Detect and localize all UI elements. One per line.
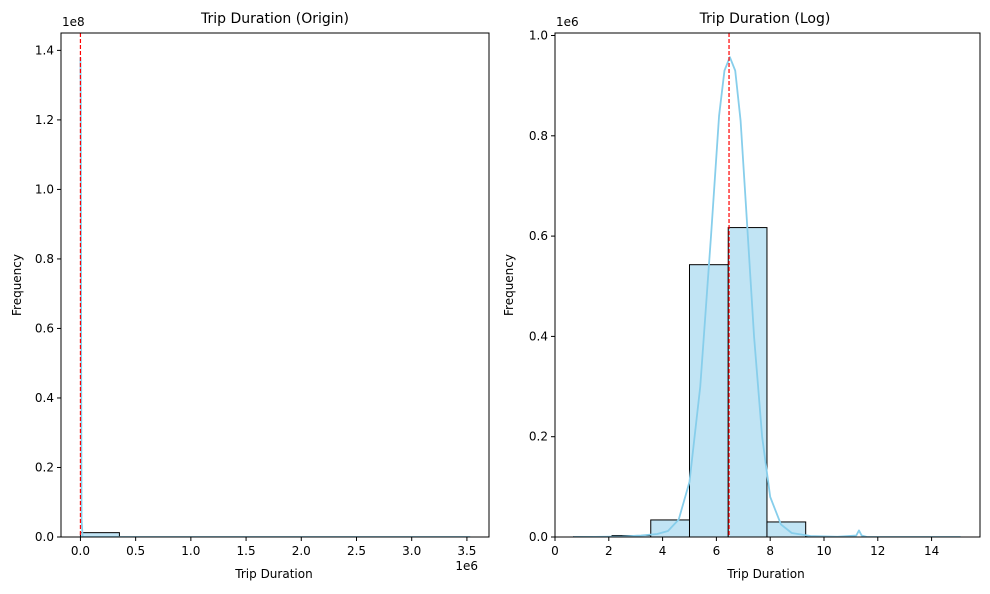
y-axis-label: Frequency: [10, 254, 24, 316]
x-tick-label: 2.0: [292, 544, 311, 558]
x-tick-label: 2: [605, 544, 613, 558]
kde-line: [80, 57, 470, 537]
x-tick-label: 8: [766, 544, 774, 558]
x-axis-label: Trip Duration: [234, 567, 312, 581]
x-tick-label: 1.0: [181, 544, 200, 558]
y-tick-label: 0.8: [35, 252, 54, 266]
x-tick-label: 3.0: [402, 544, 421, 558]
histogram-bar: [689, 265, 728, 537]
x-tick-label: 6: [713, 544, 721, 558]
x-tick-label: 1.5: [237, 544, 256, 558]
x-tick-label: 0.5: [126, 544, 145, 558]
y-tick-label: 1.4: [35, 43, 54, 57]
y-tick-label: 0.0: [529, 530, 548, 544]
plot-area: [574, 33, 961, 537]
axes-frame: [555, 33, 980, 537]
x-tick-label: 0: [551, 544, 559, 558]
x-tick-label: 0.0: [71, 544, 90, 558]
y-tick-label: 1.2: [35, 113, 54, 127]
y-axis-label: Frequency: [502, 254, 516, 316]
y-tick-label: 1.0: [35, 182, 54, 196]
y-tick-label: 0.6: [35, 321, 54, 335]
histogram-bar: [728, 228, 767, 537]
y-tick-label: 0.2: [529, 430, 548, 444]
y-tick-label: 0.6: [529, 229, 548, 243]
y-tick-label: 0.4: [529, 329, 548, 343]
y-offset-text: 1e6: [556, 15, 579, 29]
chart-log: Trip Duration (Log) Trip Duration Freque…: [502, 11, 980, 581]
chart-origin: Trip Duration (Origin) Trip Duration Fre…: [10, 11, 489, 581]
x-tick-label: 2.5: [347, 544, 366, 558]
x-offset-text: 1e6: [455, 559, 478, 573]
axes-frame: [61, 33, 489, 537]
y-tick-label: 0.0: [35, 530, 54, 544]
x-tick-label: 10: [816, 544, 831, 558]
x-tick-label: 4: [659, 544, 667, 558]
x-tick-label: 12: [870, 544, 885, 558]
chart-title: Trip Duration (Origin): [200, 11, 349, 27]
y-tick-label: 1.0: [529, 29, 548, 43]
x-tick-label: 3.5: [457, 544, 476, 558]
chart-title: Trip Duration (Log): [699, 11, 831, 27]
y-tick-label: 0.2: [35, 460, 54, 474]
x-axis-label: Trip Duration: [726, 567, 804, 581]
y-tick-label: 0.8: [529, 129, 548, 143]
x-tick-label: 14: [924, 544, 939, 558]
y-offset-text: 1e8: [62, 15, 85, 29]
y-tick-label: 0.4: [35, 391, 54, 405]
plot-area: [80, 33, 470, 537]
